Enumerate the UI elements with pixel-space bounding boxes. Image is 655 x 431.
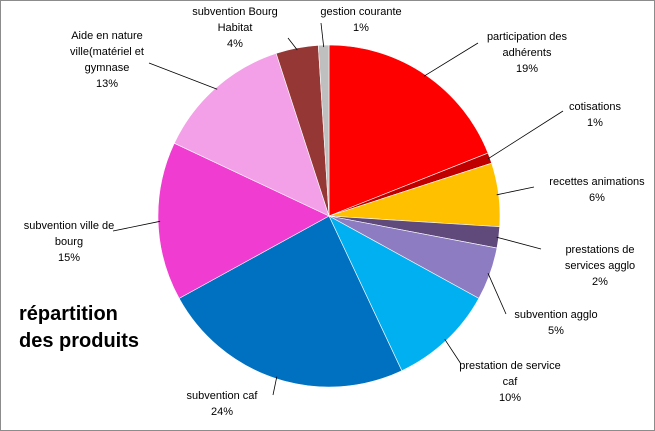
slice-percent: 15%: [58, 252, 80, 264]
pie-slice-9: [173, 52, 330, 217]
slice-label-line: gestion courante: [320, 6, 401, 18]
slice-label-9: Aide en nature ville(matériel et gymnase 13…: [70, 30, 144, 90]
slice-label-2: cotisations 1%: [569, 101, 621, 129]
slice-label-line: adhérents: [503, 47, 552, 59]
slice-percent: 24%: [211, 406, 233, 418]
slice-percent: 19%: [516, 63, 538, 75]
slice-label-5: subvention agglo 5%: [514, 309, 597, 337]
slice-label-line: subvention agglo: [514, 309, 597, 321]
slice-label-3: recettes animations 6%: [549, 176, 645, 204]
slice-label-line: Aide en nature: [71, 30, 143, 42]
slice-label-line: services agglo: [565, 260, 635, 272]
leader-line-7: [272, 376, 278, 396]
slice-percent: 10%: [499, 392, 521, 404]
chart-title: répartition des produits: [19, 303, 139, 352]
slice-percent: 1%: [587, 117, 603, 129]
leader-line-3: [496, 186, 535, 196]
slice-percent: 6%: [589, 192, 605, 204]
slice-label-line: participation des: [487, 31, 568, 43]
slice-percent: 13%: [96, 78, 118, 90]
slice-label-4: prestations de services agglo 2%: [565, 244, 635, 288]
slices-layer: [157, 44, 501, 388]
leader-line-5: [487, 273, 507, 315]
slice-label-11: gestion courante 1%: [320, 6, 401, 34]
slice-label-line: caf: [503, 376, 519, 388]
slice-label-line: prestation de service: [459, 360, 561, 372]
slice-label-line: gymnase: [85, 62, 130, 74]
slice-label-line: prestations de: [565, 244, 634, 256]
slice-label-line: ville(matériel et: [70, 46, 144, 58]
slice-label-line: bourg: [55, 236, 83, 248]
leader-line-8: [112, 220, 161, 232]
leader-line-4: [496, 236, 542, 250]
leader-line-6: [444, 338, 462, 365]
slice-label-line: Habitat: [218, 22, 253, 34]
leader-line-1: [423, 42, 479, 77]
leader-line-9: [148, 62, 218, 90]
slice-label-line: cotisations: [569, 101, 621, 113]
chart-title-line-2: des produits: [19, 330, 139, 352]
slice-label-10: subvention Bourg Habitat 4%: [192, 6, 278, 50]
slice-label-line: subvention caf: [187, 390, 259, 402]
pie-slice-1: [328, 44, 489, 217]
leader-line-11: [320, 22, 325, 48]
slice-percent: 4%: [227, 38, 243, 50]
leader-line-10: [287, 37, 298, 51]
slice-percent: 5%: [548, 325, 564, 337]
chart-title-line-1: répartition: [19, 303, 118, 325]
slice-percent: 2%: [592, 276, 608, 288]
slice-label-8: subvention ville de bourg 15%: [24, 220, 115, 264]
slice-label-7: subvention caf 24%: [187, 390, 259, 418]
slice-label-line: recettes animations: [549, 176, 645, 188]
slice-percent: 1%: [353, 22, 369, 34]
slice-label-line: subvention Bourg: [192, 6, 278, 18]
slice-label-1: participation des adhérents 19%: [487, 31, 568, 75]
slice-label-6: prestation de service caf 10%: [459, 360, 561, 404]
leader-line-2: [487, 110, 564, 160]
labels-layer: participation des adhérents 19% cotisations…: [24, 6, 645, 418]
leader-lines-layer: [112, 22, 564, 396]
slice-label-line: subvention ville de: [24, 220, 115, 232]
